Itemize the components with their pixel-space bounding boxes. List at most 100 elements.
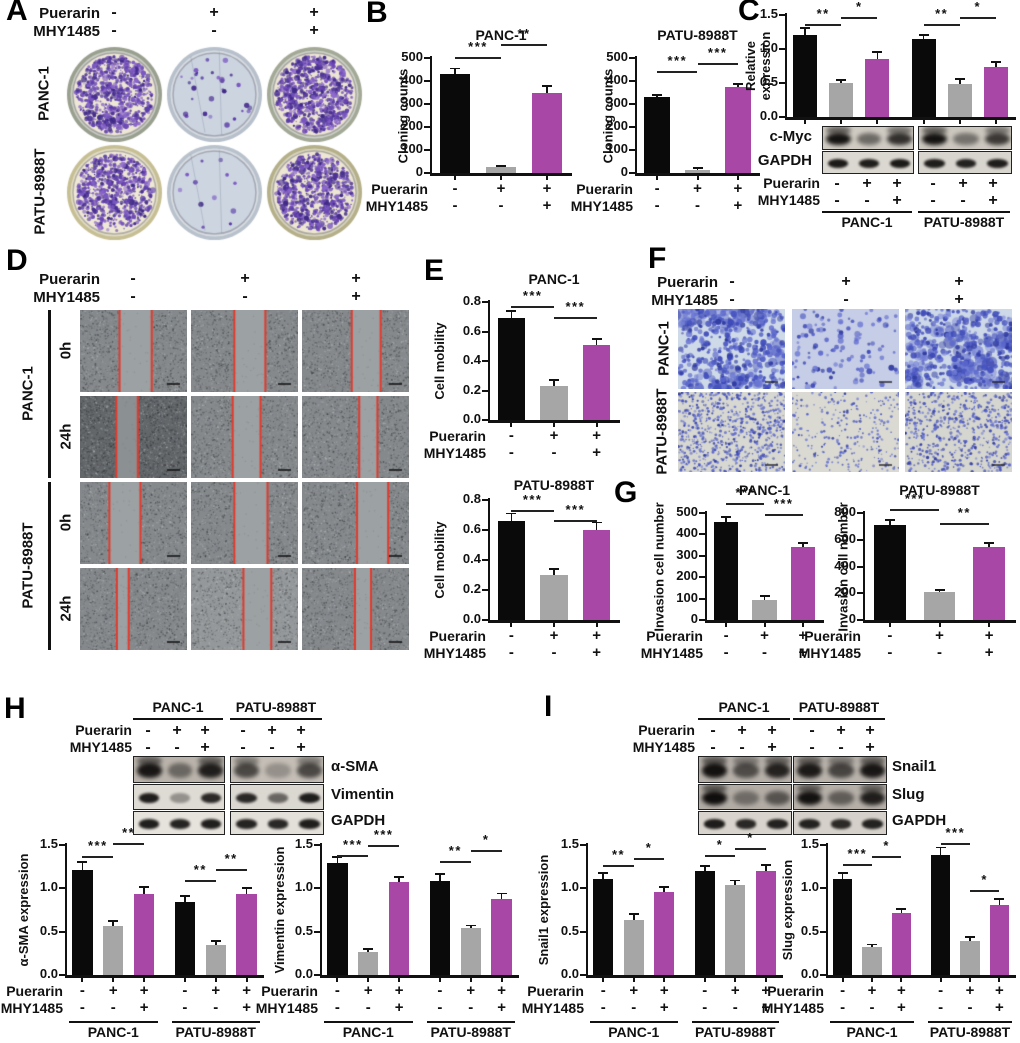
group-label: PANC-1 xyxy=(152,699,204,715)
group-label-panc1: PANC-1 xyxy=(19,366,37,421)
mhy1485-label: MHY1485 xyxy=(757,192,820,208)
significance-line xyxy=(872,856,902,859)
condition-symbol: + xyxy=(242,999,251,1016)
x-tick xyxy=(454,175,456,180)
blot-band xyxy=(702,791,728,805)
y-axis xyxy=(785,13,787,119)
y-tick xyxy=(424,126,430,128)
condition-symbol: - xyxy=(840,999,846,1016)
y-tick xyxy=(820,887,826,890)
condition-symbol: - xyxy=(551,644,557,661)
bar xyxy=(623,919,644,975)
y-tick xyxy=(629,172,635,174)
bar xyxy=(103,926,124,975)
group-label: PANC-1 xyxy=(841,214,893,230)
y-tick-label: 0.6 xyxy=(462,521,481,536)
significance-line xyxy=(970,890,1000,893)
blot-band xyxy=(234,763,260,778)
bar xyxy=(947,83,972,117)
y-tick-label: 0.0 xyxy=(294,966,313,981)
condition-symbol: + xyxy=(496,180,506,197)
blot-band xyxy=(826,132,851,146)
condition-symbol: + xyxy=(892,175,902,192)
group-label: PANC-1 xyxy=(846,1024,898,1040)
y-tick xyxy=(482,419,488,421)
y-tick xyxy=(482,589,488,591)
condition-label: MHY1485 xyxy=(423,445,486,461)
x-tick xyxy=(736,175,739,180)
y-tick-label: 500 xyxy=(676,504,698,519)
y-tick xyxy=(629,149,635,151)
bar xyxy=(694,871,715,975)
y-tick xyxy=(857,592,863,595)
y-tick-label: 0.4 xyxy=(462,551,481,566)
condition-symbol: - xyxy=(729,273,735,290)
y-tick xyxy=(699,512,705,514)
error-bar-cap xyxy=(934,588,945,591)
condition-symbol: - xyxy=(242,288,248,305)
blot-target-label: Slug xyxy=(892,786,925,803)
mhy1485-label: MHY1485 xyxy=(69,739,132,755)
x-tick xyxy=(656,175,659,180)
error-bar-cap xyxy=(954,77,965,80)
x-tick xyxy=(840,119,843,124)
x-tick xyxy=(939,977,942,982)
chart-title: PATU-8988T xyxy=(513,477,595,493)
y-tick-label: 0 xyxy=(848,611,856,626)
error-bar-cap xyxy=(730,879,741,882)
x-tick xyxy=(876,119,879,124)
error-bar xyxy=(500,893,503,901)
y-tick xyxy=(59,887,65,890)
blot-band xyxy=(764,763,790,778)
bar xyxy=(790,547,816,620)
blot-band xyxy=(856,132,882,146)
condition-symbol: + xyxy=(497,982,506,999)
invasion-image xyxy=(678,392,785,472)
condition-symbol: - xyxy=(508,627,514,644)
blot-target-label: Vimentin xyxy=(331,786,395,803)
condition-label: MHY1485 xyxy=(570,198,633,214)
y-tick xyxy=(629,103,635,105)
panel-letter-d: D xyxy=(6,244,28,277)
y-tick-label: 300 xyxy=(676,546,698,562)
error-bar xyxy=(184,896,186,905)
error-bar xyxy=(510,310,513,321)
condition-symbol: + xyxy=(240,270,250,287)
x-axis xyxy=(65,975,264,978)
blot-band xyxy=(198,757,223,766)
x-tick xyxy=(801,622,804,627)
y-axis xyxy=(65,843,67,977)
error-bar xyxy=(737,83,739,90)
wound-healing-image xyxy=(302,482,409,564)
condition-symbol: - xyxy=(182,982,188,999)
bar xyxy=(923,591,956,620)
blot-band xyxy=(733,791,759,805)
puerarin-label: Puerarin xyxy=(638,722,695,738)
y-tick-label: 800 xyxy=(834,504,856,519)
bar xyxy=(583,530,611,620)
blot-band xyxy=(764,757,790,766)
x-tick xyxy=(510,422,513,427)
condition-symbol: - xyxy=(111,4,117,21)
blot-block-i: PANC-1 PATU-8988T Puerarin - + + - + + M… xyxy=(633,698,1020,838)
condition-symbol: + xyxy=(867,982,877,999)
y-tick-label: 400 xyxy=(676,525,698,541)
group-underline xyxy=(69,1021,158,1023)
condition-symbol: + xyxy=(542,180,552,197)
y-tick xyxy=(699,597,705,600)
wound-healing-image xyxy=(191,310,298,392)
y-tick-label: 200 xyxy=(606,118,628,133)
blot-band xyxy=(702,785,728,794)
y-tick-label: 0.2 xyxy=(462,581,481,596)
significance-label: ** xyxy=(935,5,949,21)
blot-band xyxy=(861,819,883,829)
error-bar xyxy=(802,542,804,550)
error-bar-cap xyxy=(598,871,609,874)
x-tick xyxy=(183,977,186,982)
condition-symbol: + xyxy=(994,982,1004,999)
bar xyxy=(829,83,854,117)
significance-label: ** xyxy=(957,505,971,521)
condition-symbol: - xyxy=(695,197,700,214)
blot-band xyxy=(859,757,885,766)
